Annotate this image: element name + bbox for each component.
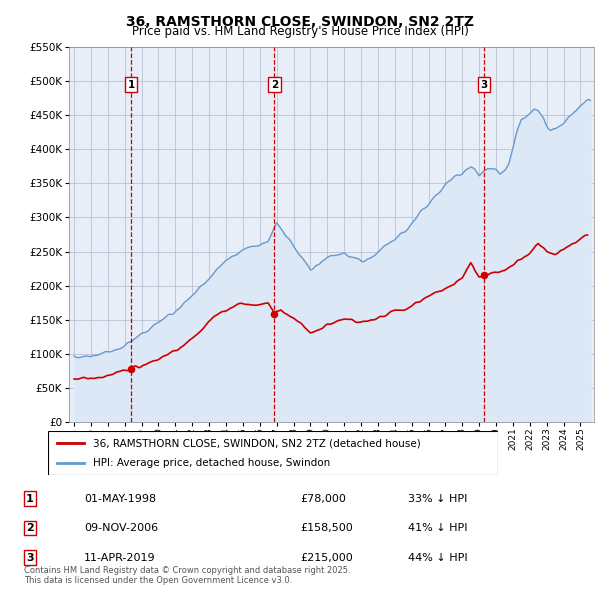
Text: £215,000: £215,000: [300, 553, 353, 562]
Text: 3: 3: [481, 80, 488, 90]
Text: 01-MAY-1998: 01-MAY-1998: [84, 494, 156, 503]
Point: [126, 364, 136, 373]
Text: 36, RAMSTHORN CLOSE, SWINDON, SN2 2TZ: 36, RAMSTHORN CLOSE, SWINDON, SN2 2TZ: [126, 15, 474, 29]
Text: HPI: Average price, detached house, Swindon: HPI: Average price, detached house, Swin…: [93, 458, 330, 467]
Text: £158,500: £158,500: [300, 523, 353, 533]
Text: 11-APR-2019: 11-APR-2019: [84, 553, 155, 562]
Text: £78,000: £78,000: [300, 494, 346, 503]
Text: 1: 1: [26, 494, 34, 503]
Text: 3: 3: [26, 553, 34, 562]
FancyBboxPatch shape: [48, 431, 498, 475]
Text: 1: 1: [127, 80, 134, 90]
Point: [269, 309, 279, 319]
Text: 41% ↓ HPI: 41% ↓ HPI: [408, 523, 467, 533]
Text: Contains HM Land Registry data © Crown copyright and database right 2025.
This d: Contains HM Land Registry data © Crown c…: [24, 566, 350, 585]
Text: 44% ↓ HPI: 44% ↓ HPI: [408, 553, 467, 562]
Point: [479, 271, 489, 280]
Text: 2: 2: [26, 523, 34, 533]
Text: 33% ↓ HPI: 33% ↓ HPI: [408, 494, 467, 503]
Text: 36, RAMSTHORN CLOSE, SWINDON, SN2 2TZ (detached house): 36, RAMSTHORN CLOSE, SWINDON, SN2 2TZ (d…: [93, 438, 421, 448]
Text: 09-NOV-2006: 09-NOV-2006: [84, 523, 158, 533]
Text: 2: 2: [271, 80, 278, 90]
Text: Price paid vs. HM Land Registry's House Price Index (HPI): Price paid vs. HM Land Registry's House …: [131, 25, 469, 38]
